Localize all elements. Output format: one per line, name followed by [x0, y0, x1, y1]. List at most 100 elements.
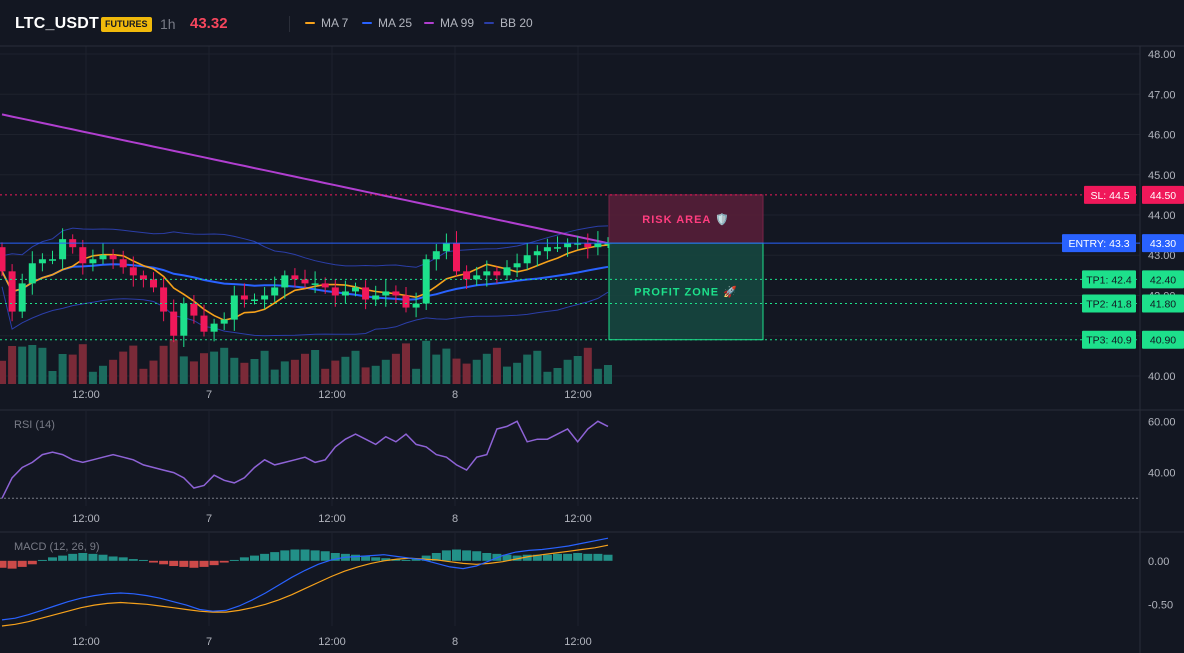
- volume-bar: [270, 369, 279, 384]
- macd-histogram-bar: [7, 560, 17, 569]
- volume-bar: [18, 346, 27, 384]
- time-tick-label: 12:00: [318, 389, 346, 401]
- macd-tick-label: -0.50: [1148, 599, 1173, 611]
- macd-histogram-bar: [371, 557, 381, 561]
- volume-bar: [462, 363, 471, 384]
- candle-body: [28, 263, 36, 284]
- candle-body: [230, 295, 238, 320]
- entry-value-label: 43.30: [1150, 238, 1176, 250]
- legend-label: MA 7: [321, 16, 349, 30]
- macd-title: MACD (12, 26, 9): [14, 541, 100, 553]
- volume-bar: [442, 348, 451, 384]
- interval-label[interactable]: 1h: [160, 16, 176, 32]
- sl-value-label: 44.50: [1150, 190, 1176, 202]
- volume-bar: [169, 339, 178, 384]
- ma99-line: [1, 113, 609, 245]
- legend-item-bb20[interactable]: BB 20: [484, 16, 533, 30]
- candle-body: [129, 267, 137, 276]
- candle-body: [584, 243, 592, 248]
- tp2-tag: [1082, 294, 1136, 313]
- macd-histogram-bar: [320, 551, 330, 561]
- volume-bar: [220, 347, 229, 384]
- rsi-title: RSI (14): [14, 419, 55, 431]
- macd-histogram-bar: [219, 560, 229, 563]
- symbol-title[interactable]: LTC_USDT: [15, 15, 99, 32]
- candle-body: [311, 283, 319, 285]
- volume-bar: [563, 359, 572, 384]
- candle-body: [89, 259, 97, 264]
- profit-zone-label: PROFIT ZONE 🚀: [634, 285, 738, 298]
- volume-bar: [391, 353, 400, 384]
- volume-bar: [260, 350, 269, 384]
- candle-body: [281, 275, 289, 288]
- volume-bar: [402, 343, 410, 384]
- macd-histogram-bar: [330, 552, 340, 561]
- volume-bar: [412, 368, 421, 384]
- volume-bar: [513, 362, 522, 384]
- candle-body: [180, 303, 188, 336]
- chart-header: LTC_USDT FUTURES 1h 43.32 MA 7 MA 25 MA …: [0, 0, 1184, 46]
- price-tick-label: 47.00: [1148, 89, 1176, 101]
- candle-body: [352, 287, 359, 292]
- macd-histogram-bar: [553, 553, 562, 561]
- macd-histogram-bar: [290, 549, 300, 561]
- macd-histogram-bar: [391, 559, 401, 561]
- macd-histogram-bar: [118, 557, 128, 561]
- candle-body: [392, 291, 400, 296]
- entry-value-box: [1142, 234, 1184, 253]
- candle-body: [38, 259, 46, 264]
- macd-histogram-bar: [401, 559, 411, 561]
- volume-bar: [159, 345, 168, 384]
- macd-histogram-bar: [512, 555, 522, 561]
- volume-bar: [593, 368, 602, 384]
- candle-body: [240, 295, 248, 300]
- time-tick-label: 12:00: [318, 636, 346, 648]
- macd-histogram-bar: [78, 552, 88, 561]
- time-tick-label: 12:00: [72, 513, 100, 525]
- volume-bar: [482, 353, 491, 384]
- candle-body: [463, 271, 471, 280]
- time-tick-label: 8: [452, 513, 458, 525]
- candle-body: [513, 263, 521, 268]
- tp2-tag-label: TP2: 41.8: [1086, 299, 1132, 311]
- macd-histogram-bar: [411, 559, 421, 561]
- candle-body: [533, 251, 541, 256]
- macd-histogram-bar: [603, 554, 613, 561]
- volume-bar: [361, 367, 370, 384]
- macd-histogram-bar: [472, 551, 482, 561]
- candle-body: [0, 247, 6, 272]
- volume-bar: [119, 351, 128, 384]
- legend-label: MA 25: [378, 16, 413, 30]
- legend-item-ma25[interactable]: MA 25: [362, 16, 412, 30]
- candle-body: [321, 283, 329, 288]
- macd-histogram-bar: [199, 560, 209, 567]
- candle-body: [261, 295, 269, 300]
- macd-histogram-bar: [239, 557, 249, 561]
- macd-histogram-bar: [250, 555, 259, 561]
- macd-histogram-bar: [280, 550, 290, 561]
- price-tick-label: 43.00: [1148, 250, 1176, 262]
- macd-histogram-bar: [159, 560, 169, 565]
- time-tick-label: 12:00: [318, 513, 346, 525]
- volume-bar: [109, 359, 118, 384]
- candle-body: [574, 243, 582, 245]
- volume-bar: [301, 353, 309, 384]
- last-price: 43.32: [190, 15, 228, 32]
- time-tick-label: 12:00: [564, 389, 592, 401]
- candle-body: [483, 271, 491, 276]
- price-tick-label: 45.00: [1148, 170, 1176, 182]
- volume-bar: [341, 356, 350, 384]
- macd-signal-line: [1, 544, 609, 627]
- candle-body: [119, 259, 127, 268]
- candle-body: [190, 303, 198, 316]
- macd-histogram-bar: [351, 554, 360, 561]
- legend-item-ma7[interactable]: MA 7: [305, 16, 348, 30]
- legend-item-ma99[interactable]: MA 99: [424, 16, 474, 30]
- volume-bar: [240, 362, 249, 384]
- macd-histogram-bar: [58, 555, 68, 561]
- candle-body: [473, 275, 481, 280]
- candle-body: [442, 243, 450, 252]
- tp3-tag: [1082, 330, 1136, 349]
- tp2-value-box: [1142, 294, 1184, 313]
